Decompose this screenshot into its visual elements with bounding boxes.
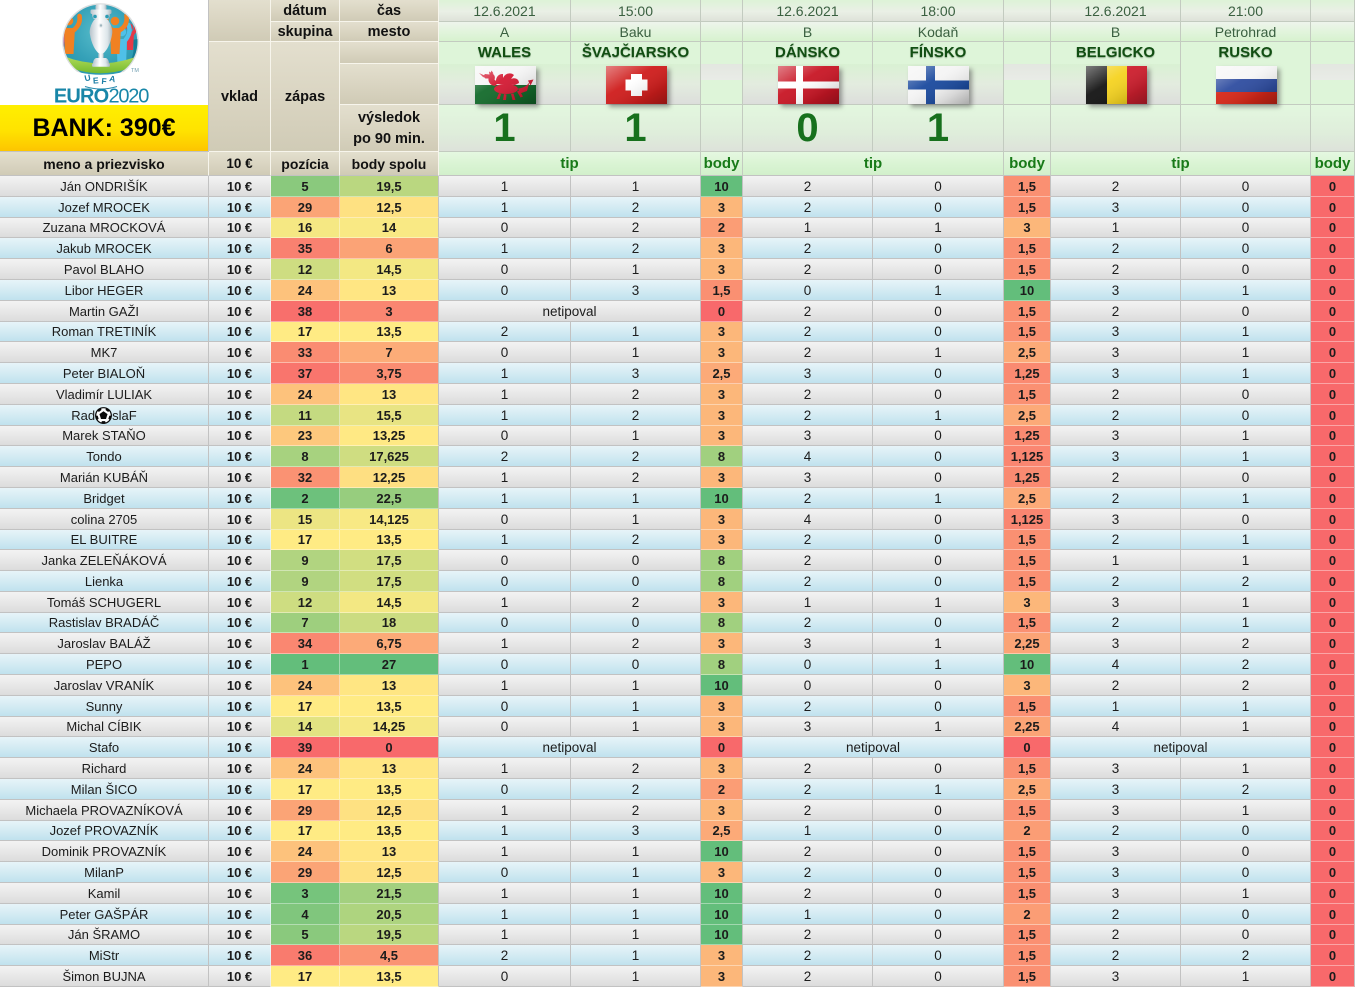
svg-text:U: U <box>83 72 91 83</box>
svg-text:EURO2020: EURO2020 <box>54 86 149 106</box>
svg-text:A: A <box>109 73 117 84</box>
svg-text:E: E <box>93 75 100 85</box>
svg-text:F: F <box>101 76 107 86</box>
svg-text:TM: TM <box>131 68 139 74</box>
